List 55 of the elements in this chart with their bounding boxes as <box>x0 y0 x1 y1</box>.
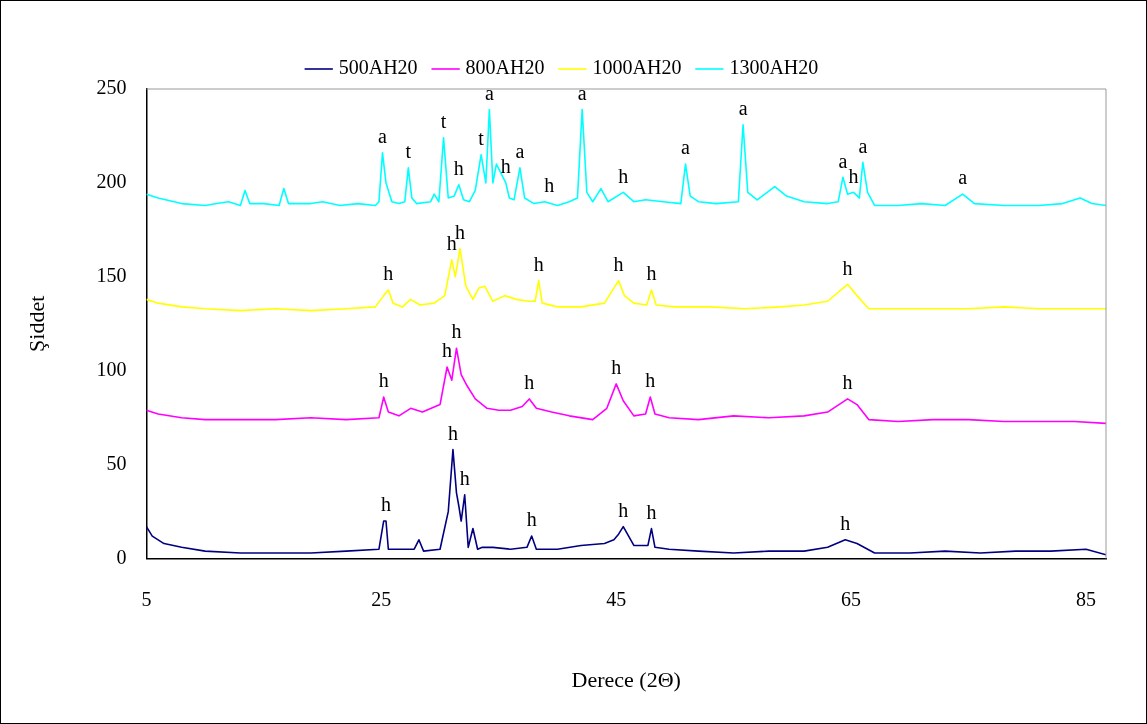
annotation: a <box>484 81 494 104</box>
annotation: a <box>838 149 848 172</box>
annotation: h <box>446 232 457 255</box>
annotation: h <box>459 466 470 489</box>
annotation: a <box>515 140 525 163</box>
annotation: h <box>618 164 629 187</box>
y-tick-label: 0 <box>116 545 127 568</box>
annotation: a <box>378 125 388 148</box>
y-tick-label: 200 <box>96 170 127 193</box>
annotation: h <box>840 512 851 535</box>
legend-label: 1000AH20 <box>592 56 682 79</box>
annotation: h <box>618 498 629 521</box>
annotation: h <box>453 157 464 180</box>
annotation: t <box>478 126 485 149</box>
annotation: t <box>405 140 412 163</box>
annotation: h <box>645 369 656 392</box>
annotation: h <box>447 421 458 444</box>
y-tick-label: 150 <box>96 264 127 287</box>
x-tick-label: 45 <box>606 587 627 610</box>
legend-label: 500AH20 <box>338 56 418 79</box>
y-axis-title: Şiddet <box>23 295 49 352</box>
x-tick-label: 25 <box>371 587 392 610</box>
annotation: h <box>613 252 624 275</box>
annotation: h <box>533 252 544 275</box>
annotation: h <box>451 320 462 343</box>
annotation: h <box>544 173 555 196</box>
annotation: h <box>455 220 465 243</box>
legend-label: 1300AH20 <box>729 56 819 79</box>
annotation: h <box>611 356 622 379</box>
annotation: h <box>383 262 394 285</box>
x-tick-label: 65 <box>841 587 862 610</box>
x-tick-label: 85 <box>1076 587 1097 610</box>
y-tick-label: 250 <box>96 76 127 99</box>
annotation: h <box>848 164 859 187</box>
annotation: h <box>442 339 453 362</box>
legend-label: 800AH20 <box>465 56 545 79</box>
annotation: h <box>526 508 537 531</box>
annotation: h <box>842 256 853 279</box>
annotation: a <box>738 96 748 119</box>
annotation: a <box>681 136 691 159</box>
annotation: h <box>378 369 389 392</box>
annotation: h <box>524 371 535 394</box>
annotation: a <box>577 81 587 104</box>
annotation: h <box>500 155 511 178</box>
y-tick-label: 50 <box>106 451 127 474</box>
annotation: h <box>646 500 657 523</box>
x-axis-title: Derece (2Θ) <box>571 666 681 692</box>
annotation: h <box>381 493 392 516</box>
annotation: t <box>440 110 447 133</box>
annotation: h <box>842 371 853 394</box>
annotation: a <box>958 166 968 189</box>
y-tick-label: 100 <box>96 358 127 381</box>
annotation: h <box>646 262 657 285</box>
x-tick-label: 5 <box>141 587 152 610</box>
annotation: a <box>858 134 868 157</box>
